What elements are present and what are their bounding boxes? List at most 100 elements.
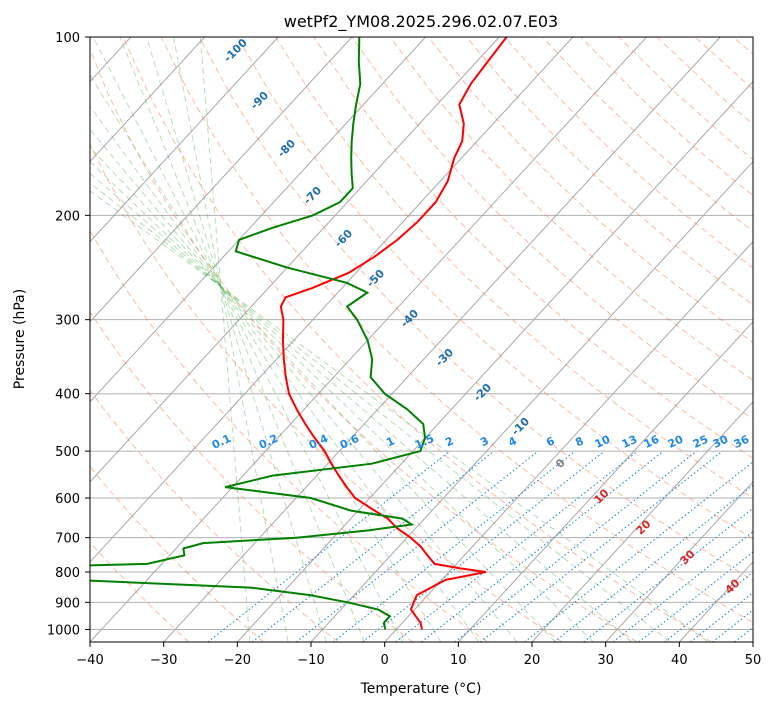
moist-adiabat [90,105,480,642]
mixing-ratio-label: 30 [711,433,731,451]
isotherm-line [678,561,753,642]
isotherm-label: -30 [433,346,456,369]
moist-adiabat [146,37,327,642]
dry-adiabat [90,541,190,642]
warm-isotherm-label: 40 [723,576,743,596]
x-tick-label: −20 [224,653,251,668]
moist-adiabat [173,37,289,642]
mixing-ratio-line [332,450,576,642]
isotherm-line [90,37,426,403]
plot-frame [89,36,754,643]
x-tick-label: 50 [745,653,762,668]
dry-adiabat [313,37,753,459]
warm-isotherm-label: 20 [634,517,654,537]
mixing-ratio-line [638,551,753,642]
label-layer: -100-90-80-70-60-50-40-30-20-10010203040… [210,37,752,597]
y-tick-label: 200 [55,209,80,224]
x-tick-label: −40 [76,653,103,668]
x-tick-label: −10 [297,653,324,668]
y-tick-label: 500 [55,445,80,460]
isotherm-label: -80 [275,137,298,160]
isotherm-line [90,37,205,163]
y-axis-label: Pressure (hPa) [12,289,28,389]
mixing-ratio-line [734,626,753,642]
dry-adiabat [275,37,753,499]
y-tick-label: 100 [55,31,80,46]
isotherm-line [605,481,753,642]
y-tick-label: 700 [55,532,80,547]
mixing-ratio-line [454,450,697,642]
moist-adiabat [92,37,404,642]
isotherm-line [0,37,57,642]
mixing-ratio-line [712,609,753,642]
mixing-ratio-line [690,591,753,642]
background-lines [90,37,753,642]
x-axis: −40 −30 −20 −10 0 10 20 30 40 50 [76,642,761,668]
mixing-ratio-label: 0.4 [307,432,330,452]
moist-adiabat [90,182,671,642]
mixing-ratio-line [583,507,753,642]
moist-adiabat [119,37,365,642]
mixing-ratio-label: 20 [666,433,686,451]
warm-isotherm-label: 10 [592,486,612,506]
moist-adiabat [199,37,251,642]
dewpoint-profile [90,37,427,630]
mixing-ratio-label: 13 [620,433,639,451]
dry-adiabat [542,37,753,232]
isotherm-label: -50 [364,267,387,290]
moist-adiabat [90,172,633,642]
series-layer [90,37,508,630]
dry-adiabat [90,389,339,642]
mixing-ratio-line [362,450,605,642]
dry-adiabat [427,37,753,343]
isotherm-line [90,37,500,483]
x-axis-label: Temperature (°C) [360,681,482,697]
isotherm-label: -60 [332,227,355,250]
x-tick-label: −30 [150,653,177,668]
isotherm-line [90,37,279,243]
grid-layer [0,37,753,642]
dry-adiabat [198,37,753,581]
mixing-ratio-label: 25 [691,433,710,451]
mixing-ratio-label: 0.1 [210,432,233,452]
dry-adiabat [160,37,753,624]
mixing-ratio-label: 2 [443,434,455,449]
mixing-ratio-label: 1.5 [413,432,436,452]
plot-area: -100-90-80-70-60-50-40-30-20-10010203040… [0,37,753,642]
isotherm-line [236,80,753,642]
mixing-ratio-label: 16 [642,433,662,451]
mixing-ratio-label: 0.6 [338,432,361,452]
y-tick-label: 900 [55,596,80,611]
x-tick-label: 40 [671,653,688,668]
isotherm-label: -40 [398,307,421,330]
mixing-ratio-label: 0.2 [257,432,280,452]
isotherm-line [531,401,753,642]
x-tick-label: 30 [597,653,614,668]
dry-adiabat [351,37,753,420]
isotherm-label: -90 [248,89,271,112]
mixing-ratio-line [480,450,723,642]
dry-adiabat [732,37,753,55]
y-tick-label: 400 [55,388,80,403]
mixing-ratio-label: 10 [593,433,613,451]
dry-adiabat [122,37,712,642]
moist-adiabat [90,190,709,642]
mixing-ratio-line [395,450,638,642]
isotherm-line [90,37,353,323]
dry-adiabat [694,37,753,91]
x-tick-label: 0 [381,653,389,668]
mixing-ratio-line [421,450,664,642]
y-tick-label: 600 [55,492,80,507]
mixing-ratio-line [251,450,495,642]
y-tick-label: 1000 [47,623,80,638]
mixing-ratio-line [295,450,539,642]
isotherm-line [90,37,574,563]
isotherm-line [752,641,753,642]
dry-adiabat [465,37,753,306]
temperature-profile [279,37,508,630]
isotherm-line [457,320,753,642]
dry-adiabat [389,37,753,381]
warm-isotherm-label: 30 [678,547,698,567]
moist-adiabat [90,128,518,642]
y-tick-label: 800 [55,566,80,581]
